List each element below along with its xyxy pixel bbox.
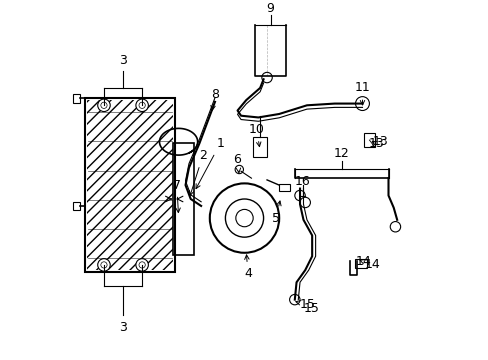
Bar	[354, 259, 366, 267]
Bar	[73, 94, 80, 103]
Text: 1: 1	[196, 137, 224, 189]
Bar	[173, 144, 194, 255]
Bar	[86, 100, 173, 270]
Text: 12: 12	[333, 147, 349, 161]
Bar	[279, 184, 289, 192]
Text: 5: 5	[271, 201, 281, 225]
Circle shape	[261, 72, 272, 83]
Circle shape	[355, 96, 368, 111]
Text: 3: 3	[119, 321, 127, 334]
Text: 13: 13	[368, 137, 384, 150]
Text: 4: 4	[244, 255, 251, 280]
Text: 13: 13	[372, 135, 388, 148]
Text: 2: 2	[189, 149, 206, 195]
Circle shape	[389, 221, 400, 232]
Text: 11: 11	[354, 81, 369, 105]
Circle shape	[98, 259, 110, 271]
Text: 3: 3	[119, 54, 127, 67]
Circle shape	[98, 99, 110, 112]
Text: 10: 10	[248, 123, 264, 147]
Text: 14: 14	[355, 255, 370, 268]
Circle shape	[209, 183, 279, 253]
Circle shape	[294, 190, 305, 201]
Text: 9: 9	[266, 2, 274, 15]
Text: 15: 15	[295, 298, 315, 311]
Circle shape	[136, 99, 148, 112]
Text: 14: 14	[364, 258, 379, 271]
Text: 15: 15	[303, 302, 319, 315]
Circle shape	[136, 259, 148, 271]
Bar	[253, 136, 266, 157]
Bar	[364, 133, 374, 147]
Bar	[85, 98, 175, 272]
Text: 6: 6	[233, 153, 241, 172]
Text: 16: 16	[294, 175, 310, 188]
Circle shape	[289, 294, 300, 305]
Text: 7: 7	[172, 179, 181, 212]
Text: 8: 8	[210, 89, 219, 110]
Bar	[73, 202, 80, 210]
Circle shape	[235, 165, 243, 174]
Circle shape	[300, 197, 310, 208]
